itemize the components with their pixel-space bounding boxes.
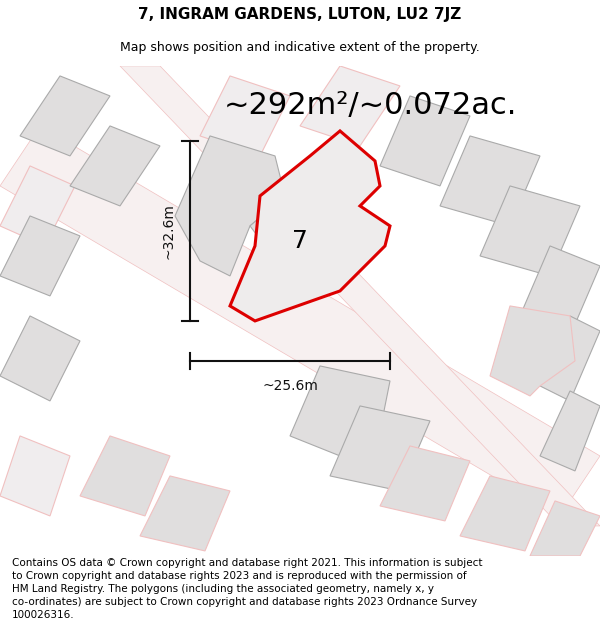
Polygon shape <box>330 406 430 491</box>
Polygon shape <box>460 476 550 551</box>
Text: ~25.6m: ~25.6m <box>262 379 318 393</box>
Polygon shape <box>480 186 580 276</box>
Polygon shape <box>0 436 70 516</box>
Text: 7, INGRAM GARDENS, LUTON, LU2 7JZ: 7, INGRAM GARDENS, LUTON, LU2 7JZ <box>139 7 461 22</box>
Polygon shape <box>0 316 80 401</box>
Polygon shape <box>250 196 300 246</box>
Polygon shape <box>530 501 600 556</box>
Polygon shape <box>70 126 160 206</box>
Text: Contains OS data © Crown copyright and database right 2021. This information is : Contains OS data © Crown copyright and d… <box>12 558 482 621</box>
Polygon shape <box>140 476 230 551</box>
Polygon shape <box>120 66 600 526</box>
Text: ~292m²/~0.072ac.: ~292m²/~0.072ac. <box>223 91 517 121</box>
Polygon shape <box>80 436 170 516</box>
Polygon shape <box>175 136 285 276</box>
Polygon shape <box>380 96 470 186</box>
Polygon shape <box>540 391 600 471</box>
Text: 7: 7 <box>292 229 308 253</box>
Polygon shape <box>520 246 600 336</box>
Polygon shape <box>0 126 600 516</box>
Polygon shape <box>200 76 290 156</box>
Polygon shape <box>490 306 575 396</box>
Polygon shape <box>20 76 110 156</box>
Polygon shape <box>440 136 540 226</box>
Polygon shape <box>290 366 390 456</box>
Text: ~32.6m: ~32.6m <box>161 203 175 259</box>
Polygon shape <box>0 166 75 246</box>
Polygon shape <box>300 66 400 146</box>
Polygon shape <box>540 316 600 401</box>
Polygon shape <box>0 216 80 296</box>
Polygon shape <box>230 131 390 321</box>
Polygon shape <box>380 446 470 521</box>
Text: Map shows position and indicative extent of the property.: Map shows position and indicative extent… <box>120 41 480 54</box>
